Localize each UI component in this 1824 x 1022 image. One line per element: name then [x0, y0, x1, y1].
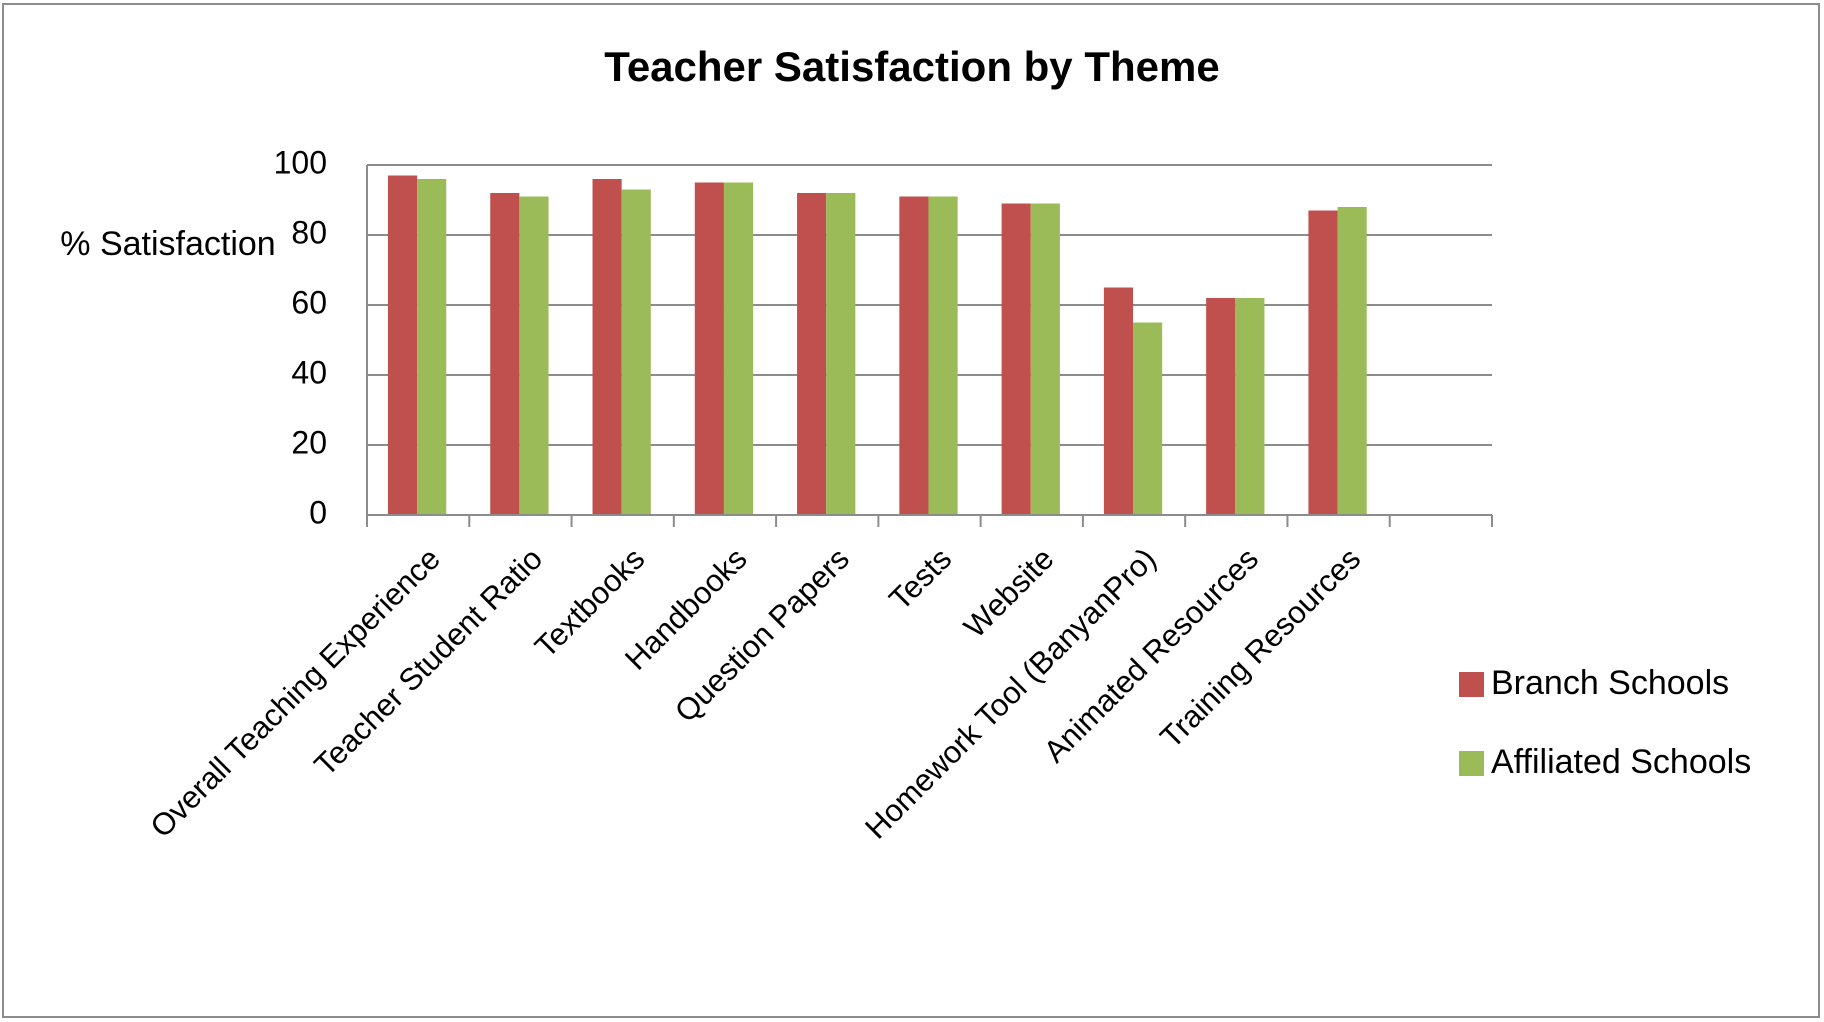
bar: [1235, 298, 1265, 515]
legend-label: Affiliated Schools: [1491, 743, 1751, 781]
legend-label: Branch Schools: [1491, 664, 1729, 702]
y-tick-label: 40: [291, 354, 327, 390]
bar: [826, 193, 856, 515]
y-tick-label: 0: [309, 494, 327, 530]
bar: [1030, 203, 1060, 515]
bar: [1001, 203, 1031, 515]
bar: [899, 196, 929, 515]
bar: [928, 196, 958, 515]
bar: [1206, 298, 1236, 515]
bar: [1133, 322, 1163, 515]
legend-swatch: [1459, 672, 1484, 697]
bar: [1103, 287, 1134, 515]
bar: [519, 196, 549, 515]
bar: [1308, 210, 1338, 515]
y-axis-label: % Satisfaction: [60, 225, 276, 263]
bar: [490, 193, 520, 515]
y-tick-label: 80: [291, 214, 327, 250]
y-tick-label: 100: [274, 144, 327, 180]
bar: [694, 182, 724, 515]
chart-title: Teacher Satisfaction by Theme: [604, 43, 1219, 90]
bar: [797, 193, 827, 515]
y-tick-label: 20: [291, 424, 327, 460]
bar: [723, 182, 754, 515]
bar: [1337, 207, 1367, 515]
bar: [592, 179, 622, 515]
bar: [621, 189, 651, 515]
bar: [387, 175, 418, 515]
y-tick-label: 60: [291, 284, 327, 320]
bar: [417, 179, 447, 515]
legend-swatch: [1459, 751, 1484, 776]
